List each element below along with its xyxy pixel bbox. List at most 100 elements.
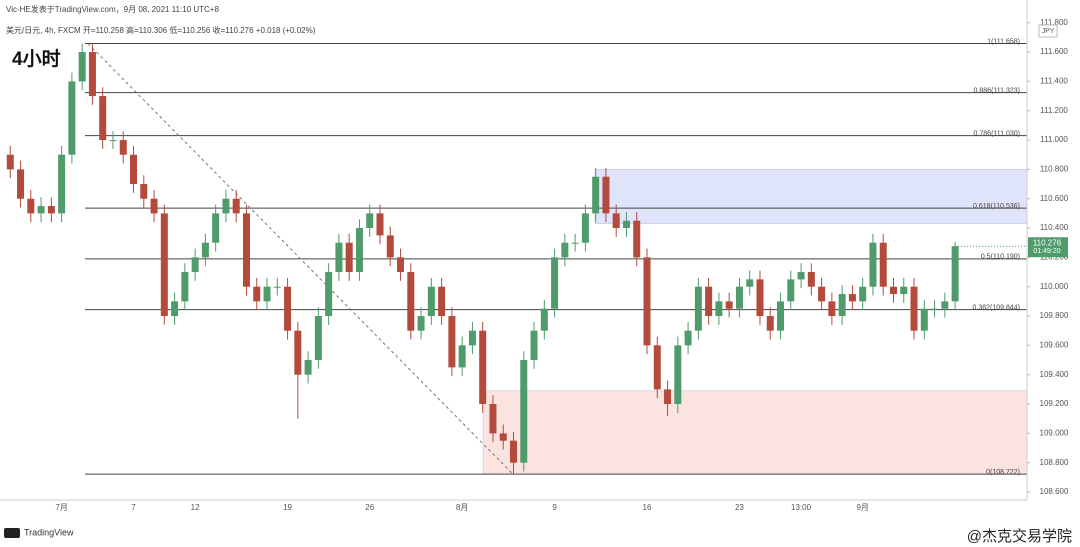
- candle-body: [941, 301, 949, 309]
- fib-label: 0.618(110.536): [973, 203, 1020, 210]
- candle-body: [653, 345, 661, 390]
- candle-body: [838, 294, 846, 317]
- y-tick-label: 110.000: [1040, 282, 1069, 291]
- candle-body: [684, 330, 692, 346]
- candle-body: [284, 286, 292, 331]
- y-tick-label: 111.400: [1040, 77, 1068, 86]
- candle-body: [88, 52, 96, 97]
- candle-body: [530, 330, 538, 361]
- zone: [482, 390, 1028, 475]
- candle-body: [643, 257, 651, 346]
- candle-body: [397, 257, 405, 273]
- instrument-text: 美元/日元, 4h, FXCM 开=110.258 高=110.306 低=11…: [6, 25, 316, 35]
- candle-body: [37, 206, 45, 214]
- candle-body: [140, 184, 148, 199]
- x-tick-label: 7月: [55, 503, 67, 512]
- candle-body: [725, 301, 733, 309]
- candle-body: [479, 330, 487, 405]
- candle-body: [499, 433, 507, 441]
- candle-body: [222, 198, 230, 214]
- candle-body: [540, 308, 548, 331]
- candle-body: [201, 242, 209, 258]
- zones: [482, 169, 1028, 475]
- countdown: 01:49:20: [1033, 248, 1060, 255]
- y-tick-label: 109.000: [1040, 428, 1069, 437]
- x-tick-label: 7: [131, 503, 136, 512]
- fib-label: 1(111.658): [987, 38, 1020, 45]
- x-tick-label: 26: [365, 503, 374, 512]
- candle-body: [931, 308, 939, 310]
- y-tick-label: 111.800: [1040, 18, 1068, 27]
- trend-line: [87, 43, 514, 475]
- candle-body: [17, 169, 25, 199]
- x-tick-label: 8月: [456, 503, 468, 512]
- x-tick-label: 13:00: [791, 503, 812, 512]
- watermark: @杰克交易学院: [967, 527, 1072, 545]
- candle-body: [735, 286, 743, 309]
- zone: [594, 169, 1028, 224]
- y-tick-label: 109.600: [1040, 340, 1069, 349]
- candle-body: [602, 176, 610, 214]
- candle-body: [366, 213, 374, 229]
- candle-body: [818, 286, 826, 302]
- candle-body: [715, 301, 723, 317]
- candle-body: [489, 404, 497, 434]
- candle-body: [68, 81, 76, 155]
- currency-box: [1038, 24, 1058, 38]
- candle-body: [119, 140, 127, 155]
- candle-body: [294, 330, 302, 375]
- candle-body: [130, 154, 138, 185]
- candle-body: [571, 242, 579, 244]
- candle-body: [232, 198, 240, 214]
- candle-body: [869, 242, 877, 287]
- candle-body: [99, 96, 107, 141]
- x-tick-label: 23: [735, 503, 744, 512]
- candle-body: [756, 279, 764, 317]
- timeframe-label: 4小时: [12, 48, 61, 70]
- source-text: Vic-HE发表于TradingView.com，9月 08, 2021 11:…: [6, 4, 219, 14]
- candle-body: [160, 213, 168, 317]
- candle-body: [705, 286, 713, 317]
- candle-body: [438, 286, 446, 317]
- candle-body: [109, 140, 117, 142]
- candle-body: [253, 286, 261, 302]
- candle-body: [417, 316, 425, 331]
- candle-body: [78, 52, 86, 82]
- y-tick-label: 111.000: [1040, 135, 1068, 144]
- candle-body: [807, 272, 815, 287]
- fib-label: 0.886(111.323): [974, 88, 1020, 95]
- last-price-box: [1028, 237, 1068, 258]
- candle-body: [746, 279, 754, 287]
- candle-body: [263, 286, 271, 302]
- fib-label: 0.786(111.030): [974, 130, 1020, 137]
- candle-body: [694, 286, 702, 331]
- x-tick-label: 9月: [856, 503, 868, 512]
- candle-body: [766, 316, 774, 331]
- candle-body: [448, 316, 456, 368]
- candle-body: [458, 345, 466, 368]
- candle-body: [212, 213, 220, 243]
- candle-body: [592, 176, 600, 214]
- candle-body: [951, 246, 959, 302]
- fib-label: 0(108.722): [986, 469, 1020, 476]
- candle-body: [314, 316, 322, 361]
- y-tick-label: 110.600: [1040, 194, 1069, 203]
- candle-body: [468, 330, 476, 346]
- candle-body: [664, 389, 672, 405]
- candle-body: [777, 301, 785, 331]
- candle-body: [581, 213, 589, 243]
- candle-body: [376, 213, 384, 236]
- candle-body: [551, 257, 559, 309]
- candle-body: [191, 257, 199, 273]
- logo-text: TradingView: [24, 527, 74, 537]
- candle-body: [335, 242, 343, 273]
- candle-body: [828, 301, 836, 317]
- candle-body: [150, 198, 158, 214]
- candle-body: [510, 440, 517, 463]
- axes: 108.600 108.800 109.000 109.200 109.400 109.6…: [55, 18, 1069, 512]
- candle-body: [920, 308, 928, 331]
- candle-body: [6, 154, 14, 170]
- y-tick-label: 109.200: [1040, 399, 1069, 408]
- candle-body: [386, 235, 394, 258]
- candle-body: [622, 220, 630, 229]
